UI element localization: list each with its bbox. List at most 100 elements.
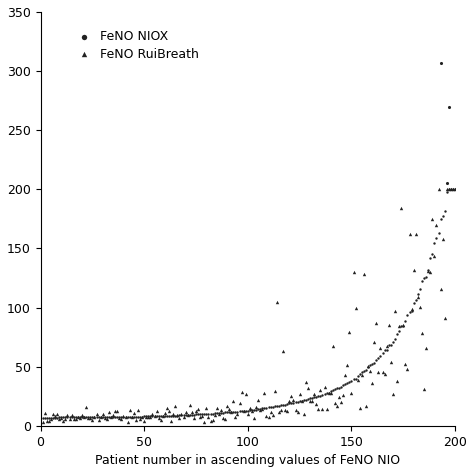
Point xyxy=(283,407,291,414)
Point xyxy=(443,185,451,193)
Point xyxy=(124,413,131,421)
Point xyxy=(140,417,148,425)
Point xyxy=(445,185,453,193)
Point xyxy=(381,370,388,377)
Point xyxy=(364,364,372,371)
Point xyxy=(298,398,306,405)
Point xyxy=(292,398,299,406)
Point xyxy=(267,408,274,416)
Point xyxy=(383,342,391,350)
Point xyxy=(414,293,421,301)
Point xyxy=(252,406,260,413)
Point xyxy=(273,298,281,305)
Point xyxy=(97,413,104,421)
Point xyxy=(412,230,419,237)
Point xyxy=(49,414,57,421)
Point xyxy=(240,407,247,415)
Point xyxy=(60,417,67,425)
Point xyxy=(146,412,154,420)
Point xyxy=(225,405,233,413)
Point xyxy=(327,389,335,397)
Point xyxy=(329,342,337,350)
Point xyxy=(169,410,177,418)
Point xyxy=(439,212,447,220)
Point xyxy=(261,389,268,397)
Point xyxy=(250,406,258,413)
Point xyxy=(395,328,403,335)
Point xyxy=(173,412,181,419)
Point xyxy=(176,412,183,419)
Point xyxy=(246,407,254,414)
Point xyxy=(126,413,134,420)
Point xyxy=(288,392,295,400)
Point xyxy=(188,411,196,419)
Point xyxy=(371,338,378,346)
Point xyxy=(393,330,401,338)
Point xyxy=(377,345,384,352)
Point xyxy=(310,390,318,398)
Point xyxy=(445,185,453,193)
Point xyxy=(138,413,146,421)
Point xyxy=(99,410,107,418)
Point xyxy=(348,377,356,385)
Point xyxy=(296,390,303,398)
Point xyxy=(368,360,376,367)
Point xyxy=(136,415,144,422)
Point xyxy=(315,406,322,413)
Point xyxy=(350,375,357,383)
Point xyxy=(223,409,231,416)
Point xyxy=(360,367,368,375)
Point xyxy=(136,413,144,420)
Point xyxy=(244,410,252,418)
Point xyxy=(341,372,349,379)
Point xyxy=(173,411,181,419)
Point xyxy=(306,398,314,405)
Point xyxy=(165,412,173,419)
Point xyxy=(143,413,150,421)
Point xyxy=(358,371,365,379)
Point xyxy=(435,229,442,237)
Point xyxy=(132,417,140,424)
Point xyxy=(228,408,235,416)
Point xyxy=(389,391,397,398)
Point xyxy=(180,413,187,421)
Point xyxy=(246,404,254,411)
Point xyxy=(373,319,380,327)
Point xyxy=(232,413,239,420)
Point xyxy=(344,380,351,387)
Point xyxy=(346,378,353,385)
Point xyxy=(145,412,152,420)
Point xyxy=(410,266,418,274)
Point xyxy=(430,252,438,260)
Point xyxy=(304,384,312,392)
Point xyxy=(248,407,256,415)
Point xyxy=(167,412,175,419)
Point xyxy=(441,208,448,215)
Point xyxy=(269,403,276,410)
Point xyxy=(335,393,343,401)
Point xyxy=(379,368,386,376)
Point xyxy=(400,321,407,329)
Point xyxy=(70,416,78,423)
Point xyxy=(111,407,119,415)
Point xyxy=(54,414,61,421)
Point xyxy=(250,414,258,422)
Point xyxy=(91,413,98,421)
Point xyxy=(443,188,451,196)
Point xyxy=(331,385,339,392)
Point xyxy=(122,414,129,421)
Point xyxy=(255,405,262,413)
Point xyxy=(68,412,75,419)
Point xyxy=(57,414,65,421)
Point xyxy=(236,408,243,415)
Point xyxy=(234,410,241,418)
Point xyxy=(416,285,424,292)
Point xyxy=(408,307,415,314)
Point xyxy=(341,380,349,388)
Point xyxy=(128,413,136,420)
Point xyxy=(269,411,276,419)
Point xyxy=(70,414,78,421)
Point xyxy=(134,413,142,420)
Point xyxy=(443,180,451,187)
Point xyxy=(267,403,274,411)
